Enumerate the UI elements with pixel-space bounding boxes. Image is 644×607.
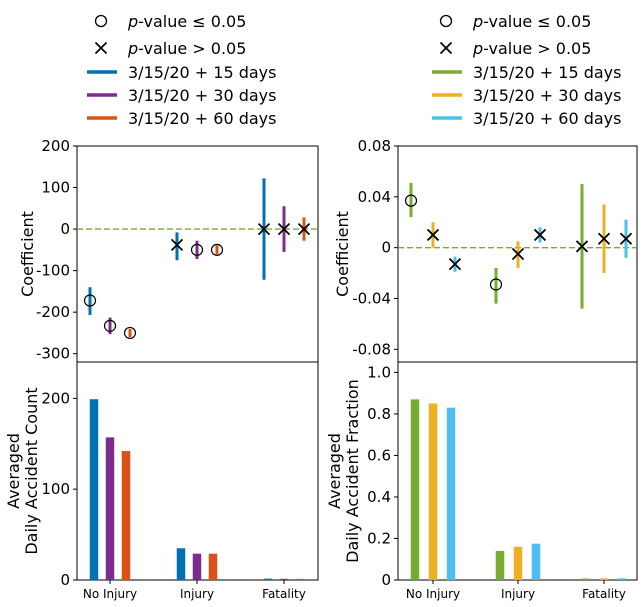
x-category-label: No Injury xyxy=(83,587,137,601)
bar xyxy=(105,437,115,580)
legend-p-letter: p xyxy=(127,12,138,31)
y-tick-label: 0 xyxy=(381,239,391,257)
nonsignificant-point-b xyxy=(277,222,291,236)
significant-point xyxy=(123,326,137,340)
nonsignificant-point-b xyxy=(448,258,462,271)
legend-label-period: 3/15/20 + 15 days xyxy=(128,63,276,82)
bar xyxy=(176,548,186,580)
significant-point xyxy=(103,319,117,332)
y-tick-label: 0.6 xyxy=(367,446,391,464)
legend-fraction: p-value ≤ 0.05p-value > 0.053/15/20 + 15… xyxy=(432,12,621,128)
nonsignificant-point-b xyxy=(597,232,611,245)
panel-count-bars: 200 100 0 Averaged Daily Accident Count No In… xyxy=(4,361,319,601)
legend-p-letter: p xyxy=(472,39,483,58)
legend-label-pvalue: p-value > 0.05 xyxy=(127,39,246,58)
y-tick-label: -300 xyxy=(36,345,70,363)
nonsignificant-point-b xyxy=(297,222,311,236)
nonsignificant-point-b xyxy=(619,232,633,245)
legend-label-pvalue: p-value ≤ 0.05 xyxy=(472,12,591,31)
legend-x-marker-b xyxy=(94,41,108,55)
legend-label-period: 3/15/20 + 60 days xyxy=(128,109,276,128)
legend-label-period: 3/15/20 + 30 days xyxy=(473,86,621,105)
panel-coef-fraction: 0.08 0.04 0 -0.04 -0.08 Coefficient xyxy=(333,137,638,363)
x-category-label: Injury xyxy=(180,587,214,601)
bar xyxy=(531,543,541,580)
significant-point xyxy=(83,294,97,307)
nonsignificant-point-b xyxy=(170,238,184,251)
legend-label-pvalue: p-value > 0.05 xyxy=(472,39,591,58)
legend-count: p-value ≤ 0.05p-value > 0.053/15/20 + 15… xyxy=(87,12,276,128)
legend-pvalue-text: -value > 0.05 xyxy=(138,39,246,58)
y-tick-label: 0.08 xyxy=(358,137,391,155)
y-tick-label: 1.0 xyxy=(367,363,391,381)
significant-point xyxy=(210,243,224,256)
bar xyxy=(279,578,289,580)
bar xyxy=(428,403,438,580)
nonsignificant-point-b xyxy=(257,222,271,236)
y-axis-label-line: Averaged xyxy=(4,433,23,509)
y-tick-label: 0 xyxy=(60,220,70,238)
legend-circle-marker xyxy=(94,14,108,28)
bar xyxy=(295,578,305,580)
x-category-label: No Injury xyxy=(406,587,460,601)
legend-p-letter: p xyxy=(472,12,483,31)
y-tick-label: -0.04 xyxy=(352,289,391,307)
y-tick-label: 200 xyxy=(41,137,70,155)
bar xyxy=(192,553,202,580)
significant-point xyxy=(404,194,418,207)
y-tick-label: 0.2 xyxy=(367,529,391,547)
legend-circle-marker xyxy=(439,14,453,28)
y-tick-label: -200 xyxy=(36,303,70,321)
bar xyxy=(617,578,627,580)
x-category-label: Injury xyxy=(501,587,535,601)
y-tick-label: 0 xyxy=(381,571,391,589)
y-tick-label: 0.8 xyxy=(367,405,391,423)
nonsignificant-point-b xyxy=(575,240,589,253)
bar xyxy=(599,578,609,580)
nonsignificant-point-b xyxy=(426,228,440,242)
bar xyxy=(410,399,420,580)
x-category-label: Fatality xyxy=(582,587,626,601)
bar xyxy=(263,578,273,580)
legend-label-period: 3/15/20 + 30 days xyxy=(128,86,276,105)
y-axis-label-line: Daily Accident Count xyxy=(22,387,41,554)
legend-label-pvalue: p-value ≤ 0.05 xyxy=(127,12,246,31)
legend-pvalue-text: -value > 0.05 xyxy=(483,39,591,58)
panel-coef-count: 200 100 0 -100 -200 -300 Coefficient xyxy=(18,137,319,363)
bar xyxy=(89,399,99,580)
nonsignificant-point-b xyxy=(533,228,547,242)
y-tick-label: -100 xyxy=(36,262,70,280)
y-tick-label: 100 xyxy=(41,179,70,197)
legend-label-period: 3/15/20 + 15 days xyxy=(473,63,621,82)
y-tick-label: 0.04 xyxy=(358,188,391,206)
bar xyxy=(581,578,591,580)
bar xyxy=(208,553,218,580)
y-tick-label: 200 xyxy=(41,389,70,407)
legend-label-period: 3/15/20 + 60 days xyxy=(473,109,621,128)
y-tick-label: 100 xyxy=(41,480,70,498)
legend-pvalue-text: -value ≤ 0.05 xyxy=(138,12,246,31)
y-axis-label: Coefficient xyxy=(18,211,37,297)
bar xyxy=(495,550,505,580)
y-axis-label: Coefficient xyxy=(333,211,352,297)
y-tick-label: 0.4 xyxy=(367,488,391,506)
significant-point xyxy=(489,278,503,291)
legend-p-letter: p xyxy=(127,39,138,58)
significant-point xyxy=(190,243,204,256)
panel-fraction-bars: 1.0 0.8 0.6 0.4 0.2 0 Averaged Daily Accident F… xyxy=(325,361,638,601)
y-axis-label-line: Averaged xyxy=(325,433,344,509)
x-category-label: Fatality xyxy=(262,587,306,601)
bar xyxy=(446,407,456,580)
y-tick-label: 0 xyxy=(60,571,70,589)
y-tick-label: -0.08 xyxy=(352,340,391,358)
y-axis-label-line: Daily Accident Fraction xyxy=(343,379,362,563)
bar xyxy=(513,546,523,580)
legend-x-marker-b xyxy=(439,41,453,55)
legend-pvalue-text: -value ≤ 0.05 xyxy=(483,12,591,31)
bar xyxy=(121,451,131,580)
nonsignificant-point-b xyxy=(511,247,525,261)
